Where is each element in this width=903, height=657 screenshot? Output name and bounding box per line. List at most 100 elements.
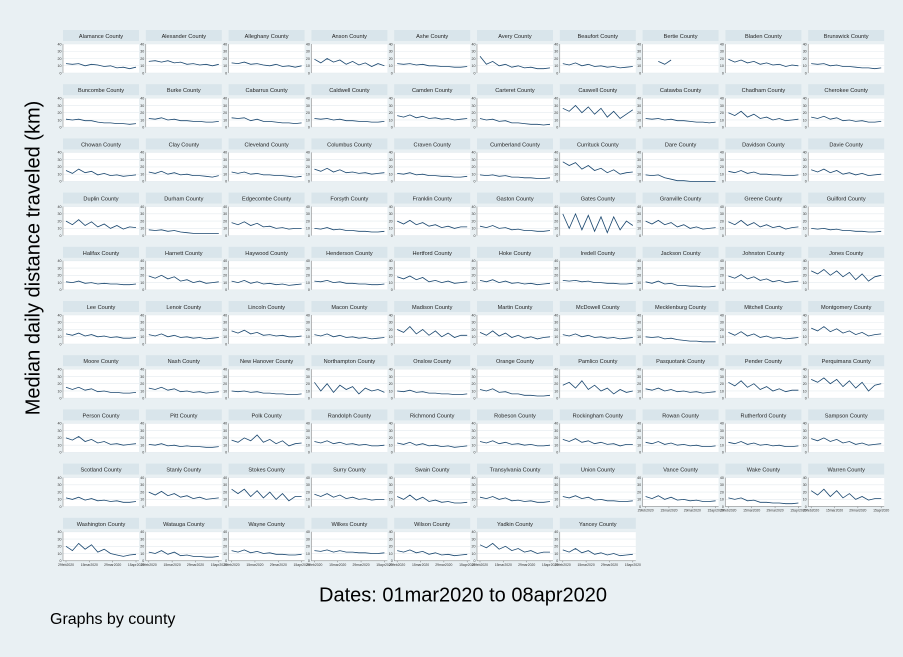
y-tick-label: 40 <box>389 476 393 480</box>
y-tick-label: 20 <box>58 165 62 169</box>
panel-title: Montgomery County <box>821 305 872 311</box>
panel-title-strip <box>394 30 471 41</box>
y-tick-label: 20 <box>223 219 227 223</box>
y-tick-label: 10 <box>720 335 724 339</box>
x-tick-label: 29mar2020 <box>352 563 369 567</box>
panel-title: Alleghany County <box>245 34 289 40</box>
county-panel: Iredell County 0 10 20 30 40 <box>554 246 636 292</box>
series-line <box>811 268 882 282</box>
panel-title-strip <box>63 409 139 421</box>
y-tick-label: 20 <box>803 111 807 115</box>
series-line <box>148 490 219 500</box>
y-tick-label: 20 <box>554 111 558 115</box>
x-tick-label: 29feb2020 <box>555 563 571 567</box>
y-tick-label: 30 <box>389 429 393 433</box>
y-tick-label: 20 <box>140 545 144 549</box>
panel-title: Rowan County <box>662 413 699 419</box>
panel-title: Yadkin County <box>497 522 533 528</box>
y-tick-label: 0 <box>639 451 641 455</box>
panel-title: Northampton County <box>324 359 376 365</box>
panel-title-strip <box>63 192 139 204</box>
series-line <box>811 437 882 446</box>
series-line <box>397 219 468 229</box>
y-tick-label: 40 <box>58 313 62 317</box>
panel-title: Clay County <box>169 142 200 148</box>
panel-title-strip <box>642 409 719 421</box>
y-tick-label: 40 <box>223 259 227 263</box>
y-tick-label: 40 <box>140 42 144 46</box>
panel-title-strip <box>63 84 139 96</box>
y-tick-label: 0 <box>225 397 227 401</box>
panel-title: Dare County <box>665 142 697 148</box>
x-tick-label: 15apr2020 <box>459 563 475 567</box>
y-tick-label: 20 <box>472 274 476 278</box>
series-line <box>148 386 219 394</box>
series-line <box>231 488 302 502</box>
panel-title-strip <box>642 355 719 367</box>
y-tick-label: 40 <box>554 259 558 263</box>
series-line <box>314 58 385 67</box>
panel-title: Cabarrus County <box>245 88 287 94</box>
y-tick-label: 40 <box>554 97 558 101</box>
y-tick-label: 30 <box>637 158 641 162</box>
y-tick-label: 10 <box>389 118 393 122</box>
y-tick-label: 0 <box>805 451 807 455</box>
y-tick-label: 30 <box>58 429 62 433</box>
county-panel: Ashe County 0 10 20 30 40 <box>389 30 471 75</box>
y-tick-label: 10 <box>472 172 476 176</box>
y-tick-label: 0 <box>474 342 476 346</box>
panel-title: Anson County <box>332 34 367 40</box>
series-line <box>148 60 219 67</box>
x-tick-label: 29feb2020 <box>141 563 157 567</box>
y-tick-label: 10 <box>637 389 641 393</box>
y-tick-label: 40 <box>472 422 476 426</box>
county-panel: Lee County 0 10 20 30 40 <box>58 301 139 346</box>
y-tick-label: 0 <box>225 505 227 509</box>
y-tick-label: 30 <box>140 104 144 108</box>
y-tick-label: 10 <box>58 335 62 339</box>
y-tick-label: 40 <box>803 422 807 426</box>
y-tick-label: 0 <box>556 342 558 346</box>
y-tick-label: 20 <box>637 436 641 440</box>
y-tick-label: 30 <box>472 50 476 54</box>
y-tick-label: 40 <box>306 42 310 46</box>
y-tick-label: 10 <box>389 64 393 68</box>
panel-title: Jones County <box>829 251 863 257</box>
y-tick-label: 30 <box>472 537 476 541</box>
panel-title: Durham County <box>164 197 203 203</box>
y-tick-label: 10 <box>472 281 476 285</box>
y-tick-label: 30 <box>554 158 558 162</box>
y-tick-label: 40 <box>306 313 310 317</box>
y-tick-label: 0 <box>639 505 641 509</box>
y-tick-label: 30 <box>58 50 62 54</box>
y-tick-label: 0 <box>308 234 310 238</box>
panel-title-strip <box>145 30 222 41</box>
y-tick-label: 30 <box>637 50 641 54</box>
y-tick-label: 40 <box>223 313 227 317</box>
y-tick-label: 0 <box>639 397 641 401</box>
county-panel: Union County 0 10 20 30 40 <box>554 463 636 509</box>
y-tick-label: 0 <box>391 180 393 184</box>
y-tick-label: 10 <box>803 281 807 285</box>
y-tick-label: 40 <box>472 313 476 317</box>
county-panel: Edgecombe County 0 10 20 30 40 <box>223 192 305 238</box>
panel-title: Surry County <box>333 468 366 474</box>
y-tick-label: 40 <box>140 368 144 372</box>
y-tick-label: 20 <box>554 57 558 61</box>
y-tick-label: 10 <box>389 389 393 393</box>
y-tick-label: 20 <box>720 165 724 169</box>
panel-title-strip <box>311 463 388 475</box>
panel-title-strip <box>477 246 553 258</box>
series-line <box>811 115 882 123</box>
panel-title-strip <box>725 84 802 96</box>
panel-title: Chadham County <box>742 88 786 94</box>
panel-title-strip <box>725 301 802 312</box>
county-panel: Anson County 0 10 20 30 40 <box>306 30 388 75</box>
x-tick-label: 29feb2020 <box>58 563 74 567</box>
y-tick-label: 0 <box>308 505 310 509</box>
y-tick-label: 40 <box>223 476 227 480</box>
panel-title-strip <box>394 192 471 204</box>
y-tick-label: 30 <box>554 375 558 379</box>
y-tick-label: 20 <box>554 165 558 169</box>
y-tick-label: 40 <box>58 259 62 263</box>
